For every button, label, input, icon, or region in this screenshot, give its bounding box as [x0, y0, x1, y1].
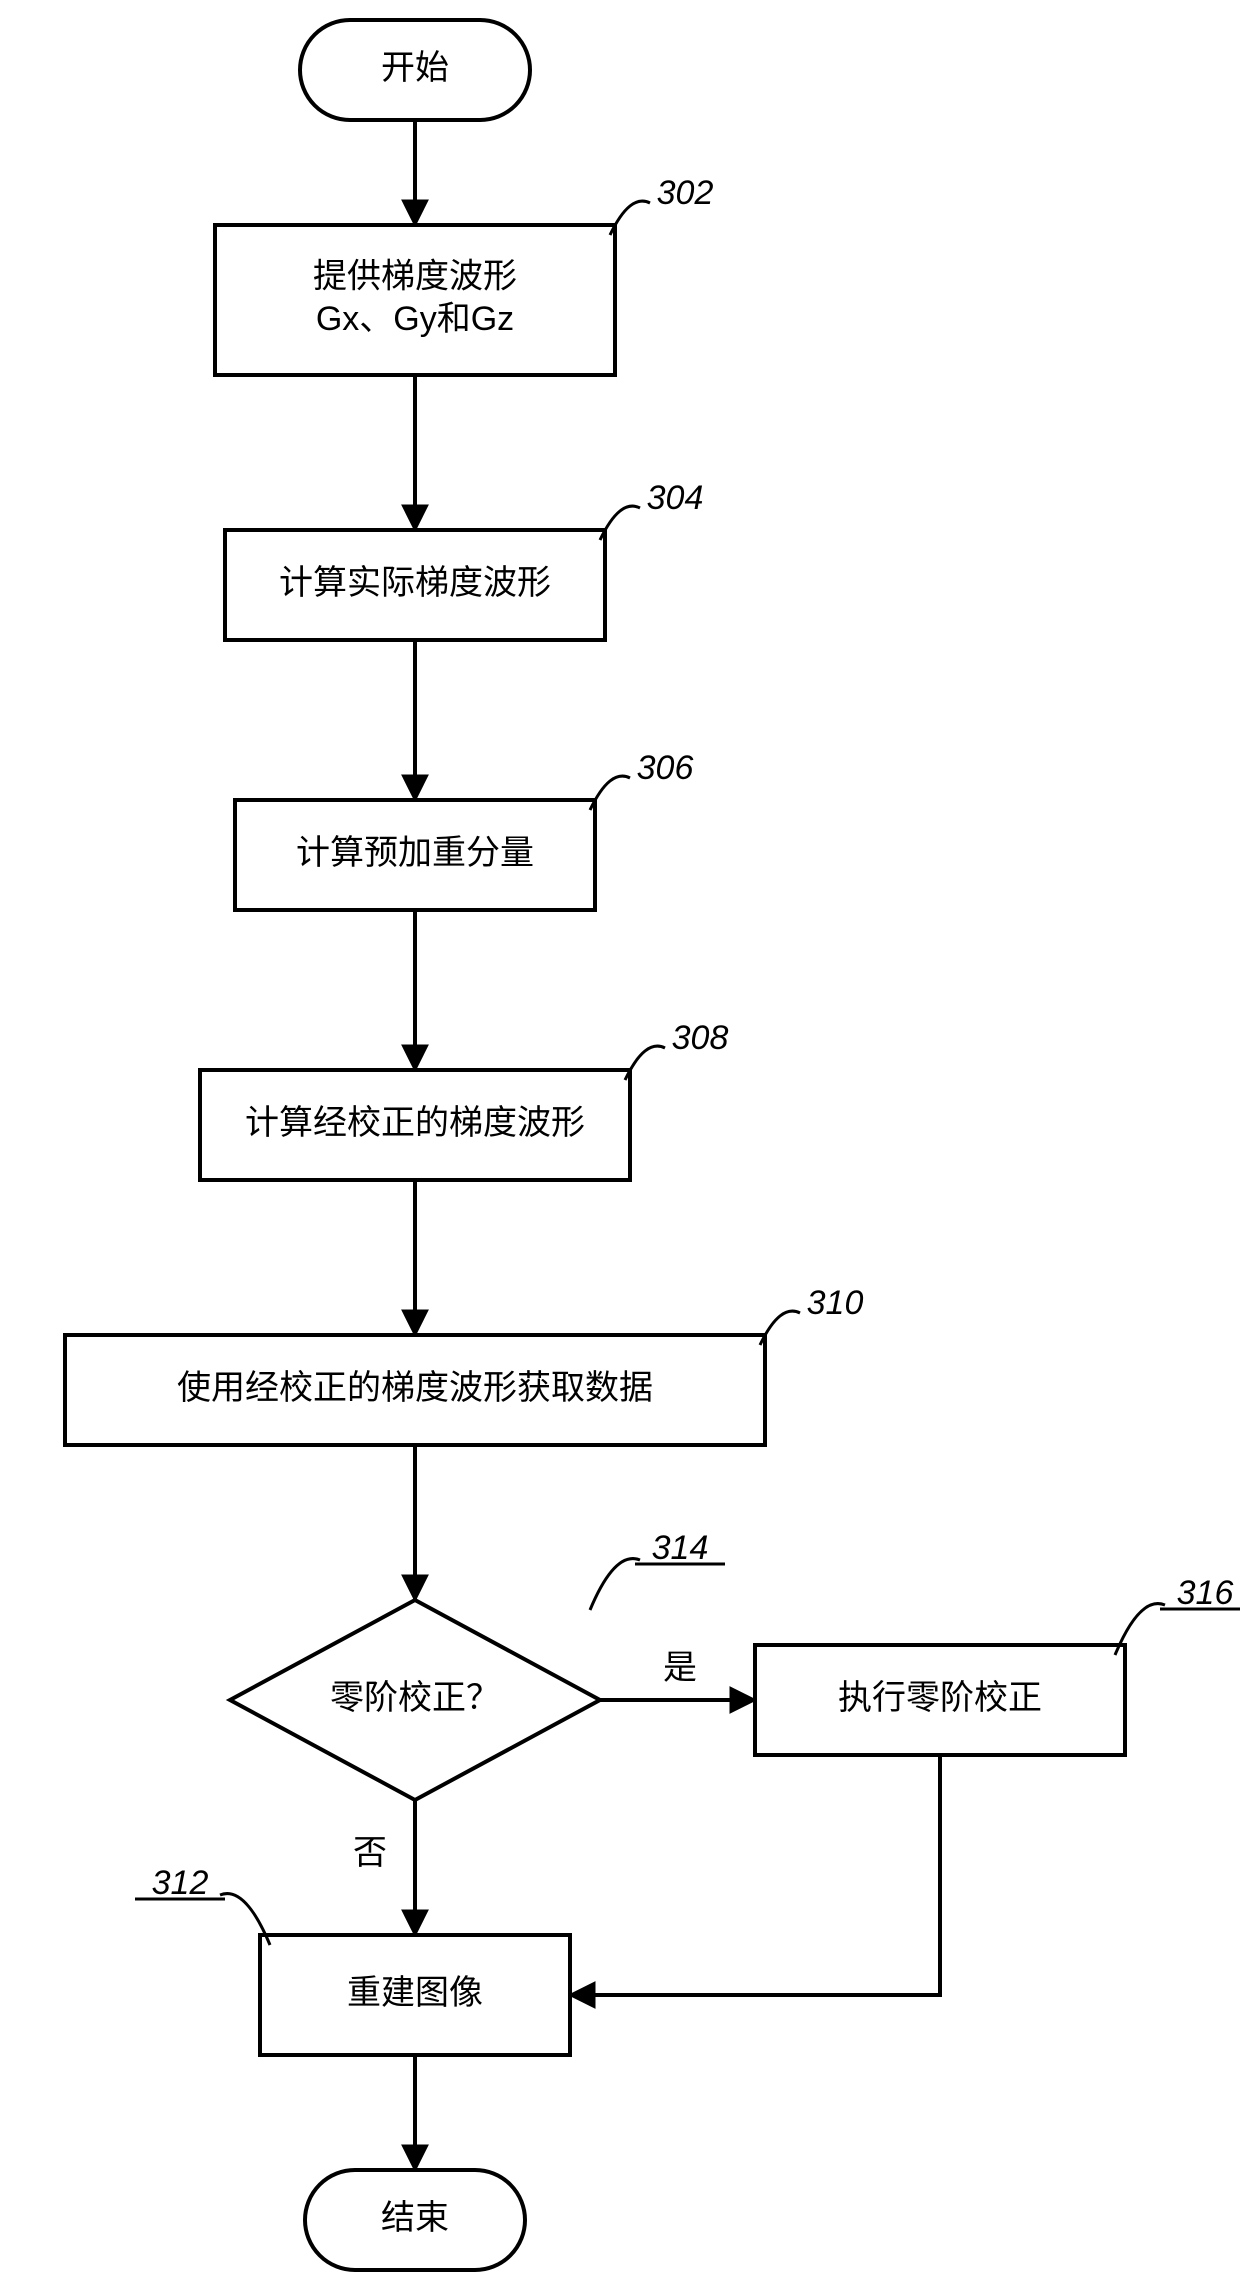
node-n306: 计算预加重分量 306 [235, 749, 693, 910]
node-ref-label: 304 [647, 479, 704, 517]
node-text: 计算预加重分量 [296, 834, 534, 872]
node-text: 计算经校正的梯度波形 [245, 1104, 585, 1142]
node-ref-label: 306 [637, 749, 694, 787]
node-text: 开始 [381, 49, 449, 87]
node-ref-label: 316 [1177, 1574, 1234, 1612]
node-n304: 计算实际梯度波形 304 [225, 479, 703, 640]
node-text: 执行零阶校正 [838, 1679, 1042, 1717]
node-ref-label: 310 [807, 1284, 864, 1322]
node-text: 计算实际梯度波形 [279, 564, 551, 602]
node-n316: 执行零阶校正 316 [755, 1574, 1233, 1755]
node-n302: 提供梯度波形 Gx、Gy和Gz 302 [215, 174, 713, 375]
node-text: 重建图像 [347, 1974, 483, 2012]
edge-label: 否 [353, 1834, 387, 1872]
node-ref-label: 314 [652, 1529, 709, 1567]
node-text: 使用经校正的梯度波形获取数据 [177, 1369, 653, 1407]
node-n312: 重建图像 312 [152, 1864, 570, 2055]
node-ref-label: 308 [672, 1019, 729, 1057]
node-n310: 使用经校正的梯度波形获取数据 310 [65, 1284, 863, 1445]
node-text: 结束 [381, 2199, 449, 2237]
node-n308: 计算经校正的梯度波形 308 [200, 1019, 728, 1180]
node-ref-label: 312 [152, 1864, 209, 1902]
edge [570, 1755, 940, 1995]
node-text: 零阶校正？ [330, 1679, 500, 1717]
node-text: 提供梯度波形 [313, 258, 517, 296]
edge-label: 是 [663, 1649, 697, 1687]
node-start: 开始 [300, 20, 530, 120]
node-ref-label: 302 [657, 174, 714, 212]
node-n314: 零阶校正？ 314 [230, 1529, 708, 1800]
node-end: 结束 [305, 2170, 525, 2270]
node-text: Gx、Gy和Gz [316, 300, 514, 338]
